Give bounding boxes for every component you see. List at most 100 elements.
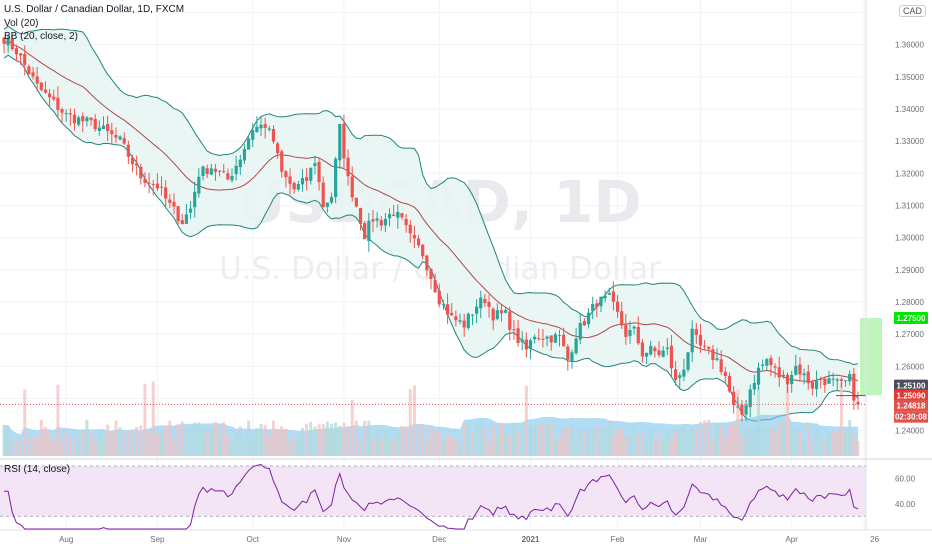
volume-bar [715, 422, 719, 456]
volume-bar [558, 437, 562, 456]
candle-body [151, 183, 155, 185]
candle-body [350, 176, 354, 198]
candle-body [276, 143, 280, 154]
time-tick-label: Sep [150, 535, 165, 544]
currency-badge[interactable]: CAD [898, 5, 926, 17]
volume-bar [802, 440, 806, 456]
volume-bar [786, 386, 790, 456]
candle-body [761, 364, 765, 366]
volume-bar [325, 421, 329, 456]
candle-body [516, 328, 520, 344]
candle-body [794, 365, 798, 375]
volume-bar [562, 429, 566, 456]
volume-bar [698, 422, 702, 456]
candle-body [599, 296, 603, 307]
volume-bar [392, 439, 396, 456]
volume-bar [694, 428, 698, 456]
candle-body [97, 127, 101, 131]
candle-body [346, 157, 350, 177]
last-price-tag: 1.24818 [897, 402, 926, 411]
candle-body [56, 97, 60, 111]
candle-body [193, 191, 197, 208]
bb-basis [3, 40, 859, 382]
volume-bar [765, 429, 769, 456]
candle-body [495, 310, 499, 320]
candle-body [545, 336, 549, 339]
volume-bar [379, 438, 383, 456]
volume-bar [827, 432, 831, 456]
candle-body [814, 380, 819, 390]
volume-bar [707, 419, 711, 456]
candle-body [246, 138, 251, 150]
volume-bar [114, 420, 118, 456]
volume-bar [39, 419, 43, 456]
volume-bar [371, 437, 375, 456]
candle-body [305, 177, 309, 181]
volume-bar [475, 424, 479, 456]
candle-body [566, 346, 570, 360]
candle-body [379, 220, 383, 226]
bb-legend[interactable]: BB (20, close, 2) [4, 31, 78, 42]
volume-bar [616, 429, 620, 456]
volume-bar [404, 426, 408, 456]
candle-body [114, 135, 118, 138]
candle-body [533, 336, 537, 340]
candle-body [188, 208, 193, 213]
volume-bar [383, 431, 387, 456]
candle-body [611, 291, 616, 302]
rsi-legend[interactable]: RSI (14, close) [4, 464, 71, 475]
price-tick-label: 1.24000 [895, 427, 924, 436]
candle-body [159, 186, 164, 188]
candle-body [669, 345, 674, 369]
rsi-line [4, 464, 859, 530]
candle-body [475, 306, 479, 314]
candle-body [122, 138, 126, 144]
volume-bar [330, 423, 334, 456]
candle-body [89, 117, 93, 121]
candle-body [620, 311, 624, 326]
time-tick-label: Aug [59, 535, 73, 544]
rsi-band-fill [0, 466, 866, 517]
candle-body [719, 359, 723, 373]
candle-body [425, 255, 429, 271]
candle-body [537, 338, 541, 340]
volume-bar [209, 428, 213, 456]
volume-bar [798, 431, 802, 456]
candle-body [504, 310, 508, 313]
candle-body [491, 308, 495, 321]
candle-body [595, 303, 599, 308]
volume-bar [470, 432, 474, 456]
volume-bar [52, 440, 56, 456]
candle-body [329, 197, 334, 203]
candle-body [843, 380, 848, 382]
candles [2, 35, 860, 422]
price-tick-label: 1.32000 [895, 169, 924, 178]
candle-body [823, 378, 827, 386]
volume-bar [193, 422, 197, 456]
target-price-tag-bg [894, 312, 928, 325]
chart-title[interactable]: U.S. Dollar / Canadian Dollar, 1D, FXCM [4, 4, 185, 15]
volume-bar [599, 435, 603, 456]
candle-body [421, 244, 425, 257]
candle-body [773, 366, 777, 368]
volume-bar [603, 428, 607, 456]
volume-bar [499, 423, 503, 456]
volume-bar [271, 420, 275, 456]
candle-body [765, 359, 769, 366]
volume-bar [143, 383, 147, 456]
volume-bar [537, 422, 541, 456]
candle-body [404, 218, 408, 226]
volume-bar [848, 420, 852, 456]
volume-bar [686, 430, 690, 456]
volume-legend[interactable]: Vol (20) [4, 18, 39, 29]
volume-bar [433, 429, 437, 456]
candle-body [450, 312, 454, 316]
volume-bar [657, 432, 661, 456]
volume-bar [653, 439, 657, 456]
volume-bar [126, 430, 130, 456]
candle-body [694, 329, 698, 336]
time-tick-label: Feb [611, 535, 625, 544]
volume-bar [354, 420, 358, 456]
